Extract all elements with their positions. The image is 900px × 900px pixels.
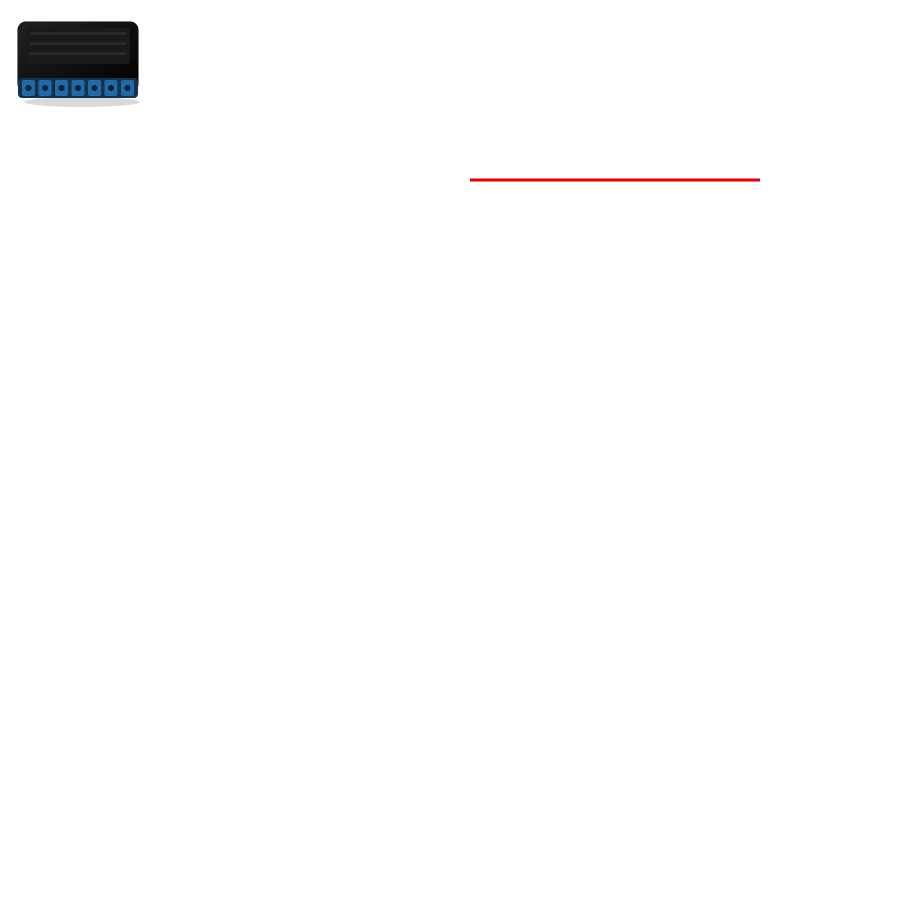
product-photo [18, 22, 140, 107]
wiring-diagram [0, 0, 900, 900]
